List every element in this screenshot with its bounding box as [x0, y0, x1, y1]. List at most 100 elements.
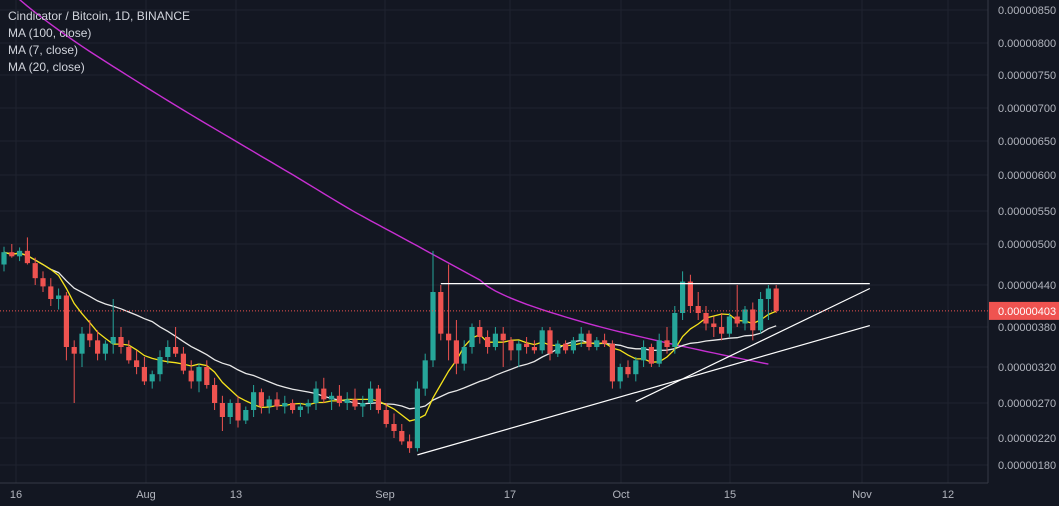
candle-body [212, 385, 218, 403]
time-tick-label: Oct [612, 489, 629, 501]
candle-body [539, 330, 545, 351]
candle-body [95, 340, 101, 354]
candle-body [360, 403, 366, 407]
candle-body [40, 278, 46, 287]
candle-body [742, 309, 748, 324]
time-tick-label: 17 [504, 489, 516, 501]
candle-body [290, 403, 296, 410]
candle-body [188, 370, 194, 382]
candle-body [711, 323, 717, 327]
trend-line [417, 325, 870, 456]
candle-body [446, 333, 452, 341]
candle-body [118, 337, 124, 347]
candle-body [508, 340, 514, 351]
candle-body [469, 327, 475, 347]
candle-body [609, 343, 615, 382]
legend-ma100[interactable]: MA (100, close) [8, 26, 92, 40]
candle-body [235, 403, 241, 421]
time-tick-label: 16 [10, 489, 22, 501]
candle-body [617, 367, 623, 382]
candle-body [516, 343, 522, 351]
ma100-line [18, 0, 769, 365]
candle-body [79, 333, 85, 354]
last-price-label: 0.00000403 [998, 306, 1056, 318]
candle-body [750, 309, 756, 331]
candle-body [641, 347, 647, 361]
candle-body [126, 347, 132, 361]
candle-body [141, 367, 147, 382]
candle-body [336, 395, 342, 403]
candle-body [17, 250, 23, 257]
candle-body [656, 340, 662, 364]
candle-body [703, 313, 709, 324]
candle-body [648, 347, 654, 364]
candle-body [180, 353, 186, 371]
candle-body [352, 399, 358, 407]
candle-body [63, 295, 69, 347]
legend-ma7[interactable]: MA (7, close) [8, 43, 79, 57]
candle-body [102, 343, 108, 354]
candle-body [563, 343, 569, 351]
candle-body [672, 313, 678, 347]
candle-body [251, 392, 257, 410]
time-tick-label: 12 [942, 489, 954, 501]
candle-body [313, 388, 319, 403]
price-tick-label: 0.00000270 [998, 398, 1056, 410]
candle-body [258, 392, 264, 407]
legend-title[interactable]: Cindicator / Bitcoin, 1D, BINANCE [8, 9, 191, 23]
candle-body [48, 286, 54, 299]
candle-body [438, 292, 444, 334]
legend-ma20[interactable]: MA (20, close) [8, 60, 85, 74]
candle-body [555, 343, 561, 354]
candle-body [594, 340, 600, 347]
trend-line [635, 287, 871, 403]
candle-body [87, 333, 93, 341]
candle-body [375, 388, 381, 410]
price-tick-label: 0.00000600 [998, 170, 1056, 182]
price-tick-label: 0.00000180 [998, 460, 1056, 472]
candle-body [399, 431, 405, 442]
candle-body [56, 295, 62, 299]
price-tick-label: 0.00000500 [998, 239, 1056, 251]
price-tick-label: 0.00000550 [998, 206, 1056, 218]
candle-body [266, 399, 272, 407]
candle-body [680, 281, 686, 313]
price-tick-label: 0.00000440 [998, 280, 1056, 292]
candle-body [407, 441, 413, 449]
candle-body [414, 388, 420, 449]
candle-body [687, 281, 693, 306]
candle-body [219, 403, 225, 417]
ma20-line [3, 251, 777, 410]
candle-body [477, 327, 483, 337]
candle-body [165, 347, 171, 357]
chart-legend: Cindicator / Bitcoin, 1D, BINANCE MA (10… [8, 8, 190, 76]
candle-body [695, 306, 701, 313]
candle-body [422, 360, 428, 389]
price-tick-label: 0.00000850 [998, 5, 1056, 17]
price-tick-label: 0.00000700 [998, 103, 1056, 115]
candle-body [586, 333, 592, 347]
price-tick-label: 0.00000800 [998, 38, 1056, 50]
candle-body [24, 250, 30, 264]
candle-body [305, 403, 311, 407]
candle-body [719, 327, 725, 334]
candle-body [773, 288, 779, 311]
candle-body [524, 343, 530, 347]
candle-body [633, 360, 639, 375]
ma7-line [3, 251, 777, 422]
candle-body [321, 388, 327, 400]
candle-body [765, 288, 771, 299]
candle-body [664, 340, 670, 347]
candle-body [492, 333, 498, 347]
price-tick-label: 0.00000220 [998, 433, 1056, 445]
candle-body [485, 337, 491, 347]
candle-body [204, 367, 210, 385]
candle-body [227, 403, 233, 417]
candle-body [1, 252, 7, 265]
candle-body [71, 347, 77, 354]
candle-body [368, 388, 374, 403]
candle-body [461, 347, 467, 364]
price-tick-label: 0.00000380 [998, 322, 1056, 334]
candle-body [734, 316, 740, 324]
